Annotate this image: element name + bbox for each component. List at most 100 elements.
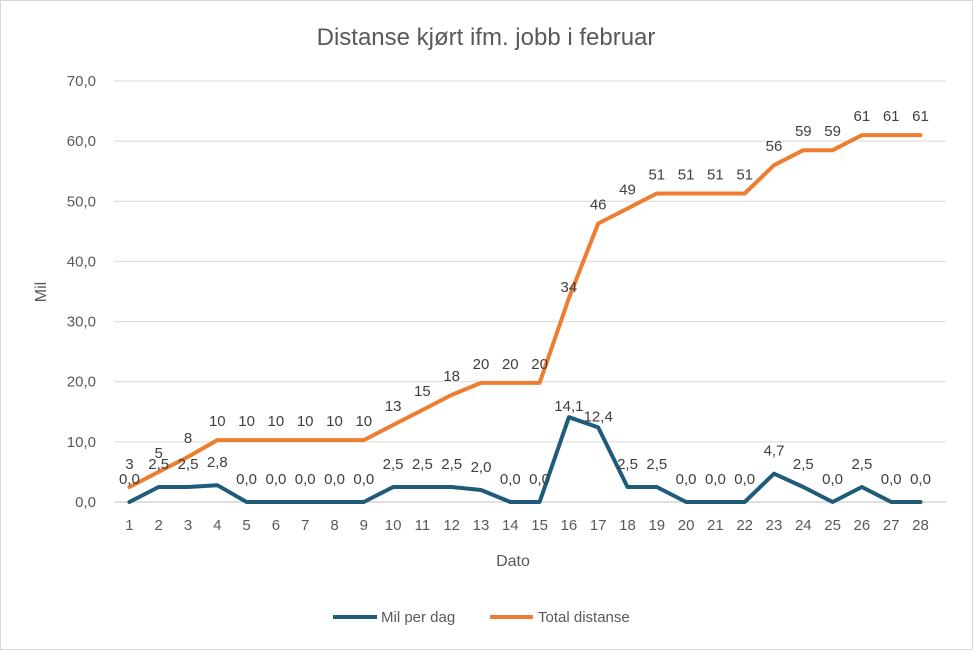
data-label-total-distanse: 8 bbox=[184, 430, 192, 447]
x-tick-label: 22 bbox=[736, 517, 753, 534]
data-label-mil-per-dag: 0,0 bbox=[822, 471, 843, 488]
data-label-total-distanse: 51 bbox=[678, 167, 695, 184]
data-label-mil-per-dag: 2,5 bbox=[412, 456, 433, 473]
data-label-total-distanse: 10 bbox=[209, 413, 226, 430]
data-label-total-distanse: 51 bbox=[736, 167, 753, 184]
x-tick-label: 25 bbox=[824, 517, 841, 534]
data-label-mil-per-dag: 0,0 bbox=[324, 471, 345, 488]
x-tick-label: 12 bbox=[443, 517, 460, 534]
data-label-mil-per-dag: 4,7 bbox=[764, 443, 785, 460]
x-tick-label: 13 bbox=[473, 517, 490, 534]
data-label-total-distanse: 34 bbox=[561, 279, 578, 296]
data-label-total-distanse: 61 bbox=[883, 108, 900, 125]
data-label-mil-per-dag: 0,0 bbox=[881, 471, 902, 488]
data-label-mil-per-dag: 0,0 bbox=[295, 471, 316, 488]
data-label-total-distanse: 51 bbox=[648, 167, 665, 184]
x-tick-label: 26 bbox=[854, 517, 871, 534]
x-tick-label: 7 bbox=[301, 517, 309, 534]
data-label-mil-per-dag: 0,0 bbox=[529, 471, 550, 488]
x-tick-label: 27 bbox=[883, 517, 900, 534]
data-label-mil-per-dag: 2,0 bbox=[471, 459, 492, 476]
data-label-total-distanse: 59 bbox=[795, 123, 812, 140]
data-label-total-distanse: 61 bbox=[912, 108, 929, 125]
data-label-total-distanse: 3 bbox=[125, 456, 133, 473]
data-label-mil-per-dag: 2,5 bbox=[383, 456, 404, 473]
legend-label-mil-per-dag: Mil per dag bbox=[381, 609, 455, 626]
data-label-mil-per-dag: 0,0 bbox=[676, 471, 697, 488]
data-label-total-distanse: 51 bbox=[707, 167, 724, 184]
series-line-mil-per-dag bbox=[127, 415, 923, 504]
data-label-total-distanse: 61 bbox=[854, 108, 871, 125]
y-tick-label: 0,0 bbox=[75, 494, 96, 511]
data-label-mil-per-dag: 0,0 bbox=[353, 471, 374, 488]
x-tick-label: 1 bbox=[125, 517, 133, 534]
data-label-mil-per-dag: 2,5 bbox=[148, 456, 169, 473]
data-label-mil-per-dag: 0,0 bbox=[500, 471, 521, 488]
y-tick-label: 20,0 bbox=[67, 374, 96, 391]
x-tick-label: 21 bbox=[707, 517, 724, 534]
x-tick-label: 14 bbox=[502, 517, 519, 534]
y-tick-label: 50,0 bbox=[67, 193, 96, 210]
x-tick-label: 23 bbox=[766, 517, 783, 534]
data-label-total-distanse: 10 bbox=[297, 413, 314, 430]
x-tick-label: 10 bbox=[385, 517, 402, 534]
data-label-total-distanse: 10 bbox=[326, 413, 343, 430]
data-label-total-distanse: 5 bbox=[155, 445, 163, 462]
data-label-mil-per-dag: 14,1 bbox=[554, 398, 583, 415]
data-label-mil-per-dag: 2,5 bbox=[441, 456, 462, 473]
data-label-total-distanse: 20 bbox=[473, 356, 490, 373]
x-tick-label: 20 bbox=[678, 517, 695, 534]
data-label-total-distanse: 56 bbox=[766, 138, 783, 155]
x-tick-label: 6 bbox=[272, 517, 280, 534]
x-axis-ticks: 1 2 3 4 5 6 7 8 9 10 11 12 13 14 15 16 17 18 19 20 21 22 23 24 2… bbox=[125, 517, 929, 534]
x-tick-label: 2 bbox=[155, 517, 163, 534]
x-tick-label: 5 bbox=[242, 517, 250, 534]
data-label-total-distanse: 49 bbox=[619, 182, 636, 199]
x-tick-label: 19 bbox=[648, 517, 665, 534]
legend-label-total-distanse: Total distanse bbox=[538, 609, 630, 626]
x-tick-label: 17 bbox=[590, 517, 607, 534]
data-label-mil-per-dag: 0,0 bbox=[236, 471, 257, 488]
data-label-mil-per-dag: 2,8 bbox=[207, 454, 228, 471]
data-label-total-distanse: 46 bbox=[590, 197, 607, 214]
data-label-mil-per-dag: 2,5 bbox=[793, 456, 814, 473]
y-tick-label: 10,0 bbox=[67, 434, 96, 451]
data-label-total-distanse: 20 bbox=[502, 356, 519, 373]
x-tick-label: 8 bbox=[330, 517, 338, 534]
y-tick-label: 60,0 bbox=[67, 133, 96, 150]
series-lines bbox=[127, 133, 923, 504]
x-tick-label: 24 bbox=[795, 517, 812, 534]
x-tick-label: 18 bbox=[619, 517, 636, 534]
data-label-mil-per-dag: 0,0 bbox=[265, 471, 286, 488]
data-label-mil-per-dag: 0,0 bbox=[119, 471, 140, 488]
x-tick-label: 4 bbox=[213, 517, 221, 534]
data-label-total-distanse: 15 bbox=[414, 383, 431, 400]
data-label-mil-per-dag: 0,0 bbox=[734, 471, 755, 488]
y-tick-label: 30,0 bbox=[67, 314, 96, 331]
series-line-total-distanse bbox=[127, 133, 923, 489]
data-label-mil-per-dag: 12,4 bbox=[584, 408, 613, 425]
x-axis-title: Dato bbox=[496, 553, 530, 570]
data-label-total-distanse: 10 bbox=[355, 413, 372, 430]
data-label-total-distanse: 59 bbox=[824, 123, 841, 140]
legend: Mil per dag Total distanse bbox=[333, 609, 630, 626]
data-label-total-distanse: 18 bbox=[443, 368, 460, 385]
chart-title: Distanse kjørt ifm. jobb i februar bbox=[317, 24, 656, 51]
x-tick-label: 16 bbox=[561, 517, 578, 534]
data-label-mil-per-dag: 2,5 bbox=[646, 456, 667, 473]
data-label-mil-per-dag: 0,0 bbox=[910, 471, 931, 488]
data-label-total-distanse: 13 bbox=[385, 398, 402, 415]
y-tick-label: 40,0 bbox=[67, 253, 96, 270]
data-label-mil-per-dag: 0,0 bbox=[705, 471, 726, 488]
x-tick-label: 9 bbox=[360, 517, 368, 534]
x-tick-label: 11 bbox=[415, 517, 431, 534]
x-tick-label: 28 bbox=[912, 517, 929, 534]
y-axis-title: Mil bbox=[33, 282, 50, 302]
data-label-mil-per-dag: 2,5 bbox=[178, 456, 199, 473]
data-label-total-distanse: 10 bbox=[238, 413, 255, 430]
x-tick-label: 3 bbox=[184, 517, 192, 534]
data-label-mil-per-dag: 2,5 bbox=[851, 456, 872, 473]
data-label-total-distanse: 10 bbox=[268, 413, 285, 430]
